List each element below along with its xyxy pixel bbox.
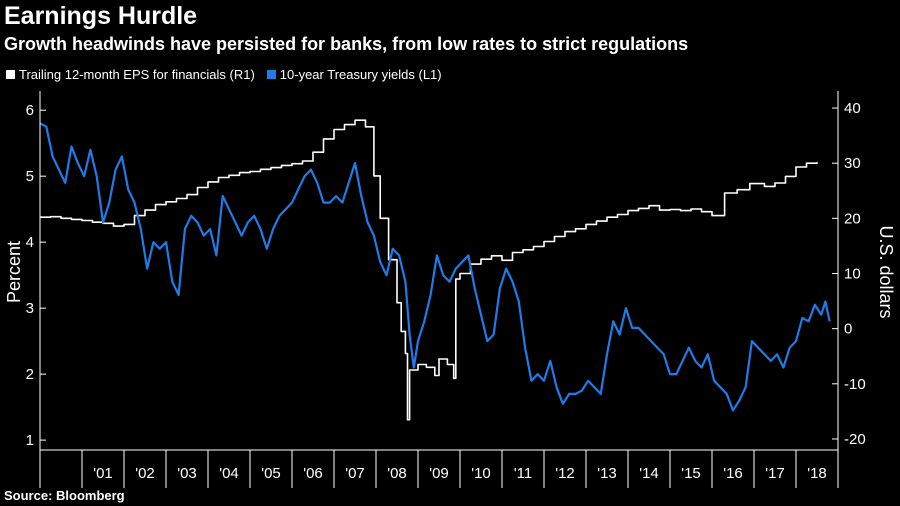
right-axis-title: U.S. dollars bbox=[876, 225, 896, 318]
x-tick-label: '01 bbox=[93, 465, 113, 482]
left-axis-title: Percent bbox=[4, 241, 24, 303]
x-tick-label: '16 bbox=[723, 465, 743, 482]
x-tick-label: '12 bbox=[555, 465, 575, 482]
x-tick-label: '05 bbox=[261, 465, 281, 482]
x-tick-label: '17 bbox=[765, 465, 785, 482]
x-tick-label: '02 bbox=[135, 465, 155, 482]
legend-label-eps: Trailing 12-month EPS for financials (R1… bbox=[19, 67, 255, 82]
x-tick-label: '03 bbox=[177, 465, 197, 482]
right-tick-label: 10 bbox=[844, 266, 861, 283]
series-layer bbox=[39, 119, 831, 421]
legend-label-yield: 10-year Treasury yields (L1) bbox=[279, 67, 442, 82]
x-tick-label: '04 bbox=[219, 465, 239, 482]
yield-series-line bbox=[39, 122, 831, 412]
right-tick-label: 0 bbox=[844, 321, 852, 338]
right-tick-label: 30 bbox=[844, 155, 861, 172]
legend-item-eps: Trailing 12-month EPS for financials (R1… bbox=[6, 67, 255, 82]
left-tick-label: 3 bbox=[26, 300, 34, 317]
chart-subtitle: Growth headwinds have persisted for bank… bbox=[4, 34, 689, 54]
x-tick-label: '09 bbox=[429, 465, 449, 482]
x-tick-label: '15 bbox=[681, 465, 701, 482]
x-tick-label: '14 bbox=[639, 465, 659, 482]
legend-swatch-eps bbox=[6, 70, 15, 79]
left-tick-label: 4 bbox=[26, 234, 34, 251]
right-tick-label: 40 bbox=[844, 100, 861, 117]
left-tick-label: 6 bbox=[26, 102, 34, 119]
left-tick-label: 2 bbox=[26, 366, 34, 383]
axis-layer: 1 2 3 4 5 6 -20 -10 0 10 20 30 40 '01 '02 '03 '04 '05 '06 '… bbox=[26, 91, 866, 488]
chart-title: Earnings Hurdle bbox=[4, 2, 198, 30]
source-note: Source: Bloomberg bbox=[4, 488, 125, 503]
x-tick-label: '07 bbox=[345, 465, 365, 482]
left-tick-label: 5 bbox=[26, 168, 34, 185]
x-tick-label: '06 bbox=[303, 465, 323, 482]
legend-swatch-yield bbox=[266, 70, 276, 79]
legend: Trailing 12-month EPS for financials (R1… bbox=[6, 67, 454, 82]
x-tick-label: '11 bbox=[514, 465, 532, 482]
x-tick-label: '08 bbox=[387, 465, 407, 482]
eps-series-line bbox=[40, 119, 818, 421]
legend-item-yield: 10-year Treasury yields (L1) bbox=[266, 67, 442, 82]
left-tick-label: 1 bbox=[26, 432, 34, 449]
x-tick-label: '10 bbox=[471, 465, 491, 482]
x-tick-label: '18 bbox=[807, 465, 827, 482]
right-tick-label: -20 bbox=[844, 431, 866, 448]
right-tick-label: 20 bbox=[844, 210, 861, 227]
right-tick-label: -10 bbox=[844, 376, 866, 393]
x-tick-label: '13 bbox=[597, 465, 617, 482]
